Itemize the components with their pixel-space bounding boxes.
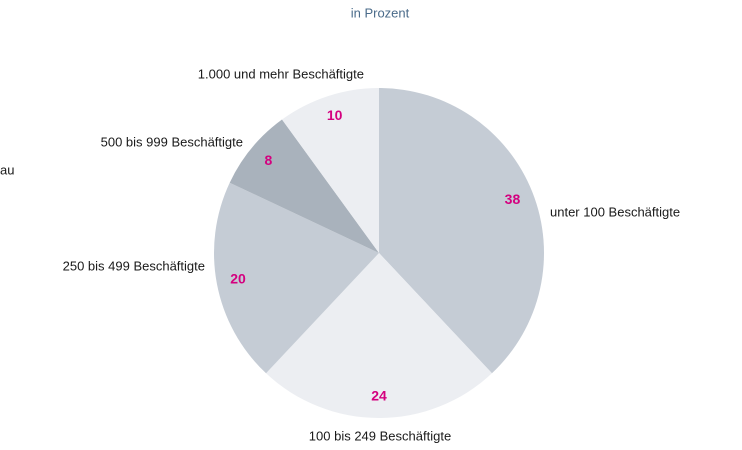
value-label: 24 [371,387,387,403]
pie-slice [379,88,544,374]
value-label: 8 [264,152,272,168]
pie-slice [282,88,379,253]
value-label: 10 [327,107,343,123]
category-label: 1.000 und mehr Beschäftigte [198,66,364,81]
pie-slice [214,182,379,374]
value-label: 38 [505,191,521,207]
chart-subtitle: in Prozent [351,5,410,20]
pie-slice [229,119,379,253]
category-label: unter 100 Beschäftigte [550,204,680,219]
category-label: 250 bis 499 Beschäftigte [63,258,205,273]
pie-slice [266,253,492,418]
annotation: au [0,162,14,177]
category-label: 500 bis 999 Beschäftigte [101,134,243,149]
category-label: 100 bis 249 Beschäftigte [309,428,451,443]
value-label: 20 [230,271,246,287]
